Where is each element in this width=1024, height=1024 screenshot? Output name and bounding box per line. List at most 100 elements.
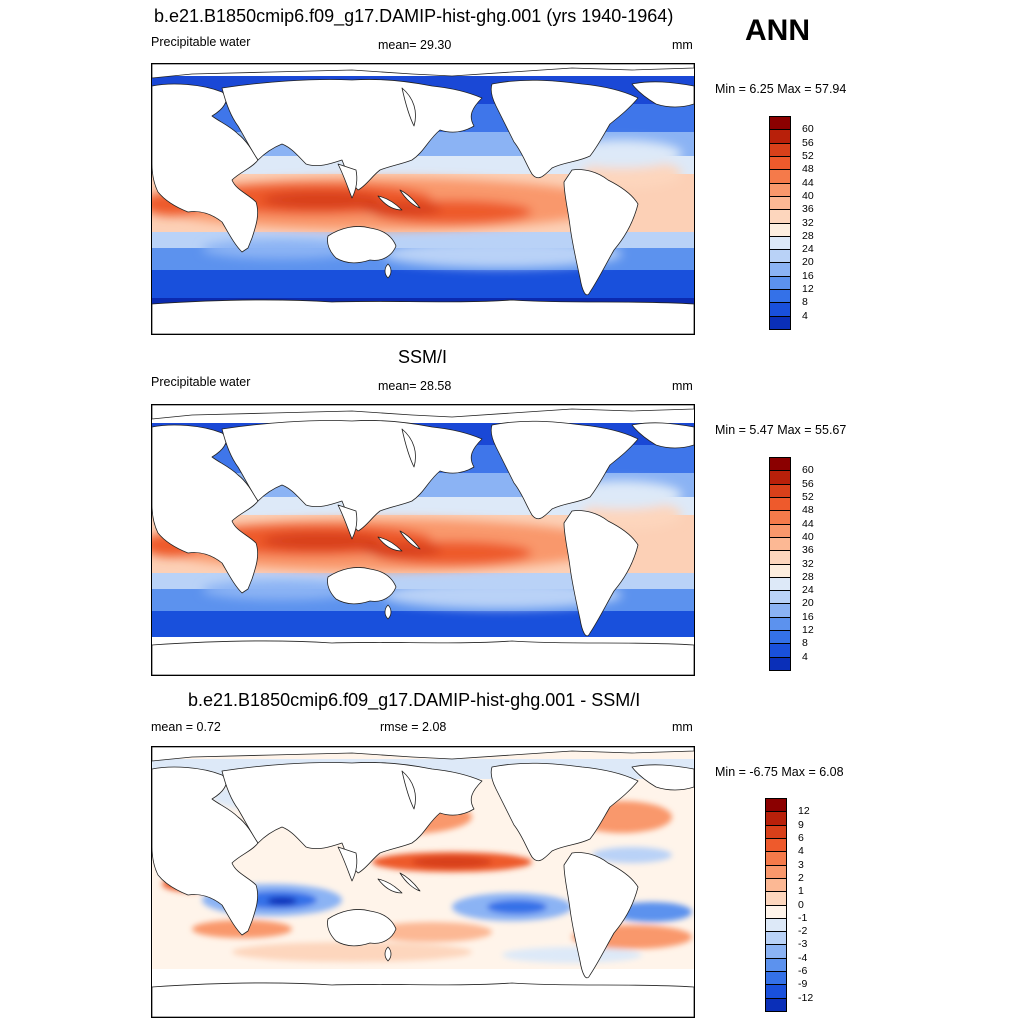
colorbar-model: 60 56 52 48 44 40 36 32 28 24 20 16 12 8 4 xyxy=(769,116,839,330)
colorbar-label: 44 xyxy=(802,176,814,189)
panel-diff-minmax: Min = -6.75 Max = 6.08 xyxy=(715,765,844,779)
colorbar-label: -3 xyxy=(798,938,808,951)
colorbar-swatch xyxy=(769,603,791,618)
panel-model-units: mm xyxy=(672,38,693,52)
colorbar-label: 56 xyxy=(802,136,814,149)
colorbar-swatch xyxy=(765,917,787,933)
map-panel-model xyxy=(151,63,695,335)
panel-obs-mean: mean= 28.58 xyxy=(378,379,452,393)
colorbar-label: 12 xyxy=(798,805,810,818)
panel-model-mean: mean= 29.30 xyxy=(378,38,452,52)
colorbar-label: 48 xyxy=(802,504,814,517)
panel-obs-minmax: Min = 5.47 Max = 55.67 xyxy=(715,423,847,437)
panel-model-title: b.e21.B1850cmip6.f09_g17.DAMIP-hist-ghg.… xyxy=(154,6,674,26)
colorbar-label: 1 xyxy=(798,885,804,898)
colorbar-swatch xyxy=(769,510,791,525)
colorbar-label: 40 xyxy=(802,189,814,202)
colorbar-swatch xyxy=(765,944,787,959)
colorbar-swatch xyxy=(765,798,787,813)
map-model-svg xyxy=(152,64,694,334)
colorbar-label: 52 xyxy=(802,149,814,162)
panel-obs-title: SSM/I xyxy=(398,347,448,367)
colorbar-label: 48 xyxy=(802,163,814,176)
colorbar-swatch xyxy=(765,837,787,853)
colorbar-label: 8 xyxy=(802,637,808,650)
colorbar-label: 4 xyxy=(798,845,804,858)
colorbar-label: 4 xyxy=(802,309,808,322)
colorbar-label: 4 xyxy=(802,650,808,663)
colorbar-swatch xyxy=(769,590,791,605)
colorbar-swatch xyxy=(769,116,791,131)
colorbar-swatch xyxy=(769,302,791,317)
colorbar-label: 6 xyxy=(798,831,804,844)
map-obs-svg xyxy=(152,405,694,675)
colorbar-swatch xyxy=(769,523,791,538)
panel-diff-rmse: rmse = 2.08 xyxy=(380,720,447,734)
colorbar-swatch xyxy=(769,643,791,658)
colorbar-swatch xyxy=(769,496,791,512)
colorbar-swatch xyxy=(769,249,791,264)
colorbar-label: 9 xyxy=(798,818,804,831)
colorbar-swatch xyxy=(769,235,791,251)
colorbar-swatch xyxy=(769,275,791,291)
colorbar-swatch xyxy=(765,877,787,893)
colorbar-label: 40 xyxy=(802,530,814,543)
map-panel-diff xyxy=(151,746,695,1018)
colorbar-label: 16 xyxy=(802,269,814,282)
colorbar-label: 24 xyxy=(802,584,814,597)
colorbar-swatch xyxy=(765,997,787,1012)
panel-diff-mean: mean = 0.72 xyxy=(151,720,221,734)
colorbar-label: 44 xyxy=(802,517,814,530)
colorbar-swatch xyxy=(769,576,791,592)
colorbar-swatch xyxy=(765,971,787,986)
colorbar-swatch xyxy=(765,957,787,973)
colorbar-label: 36 xyxy=(802,203,814,216)
colorbar-swatch xyxy=(769,550,791,565)
colorbar-swatch xyxy=(765,904,787,919)
colorbar-label: -12 xyxy=(798,991,814,1004)
colorbar-label: -4 xyxy=(798,951,808,964)
colorbar-swatch xyxy=(769,315,791,330)
colorbar-swatch xyxy=(769,457,791,472)
colorbar-label: 60 xyxy=(802,464,814,477)
panel-model-variable-label: Precipitable water xyxy=(151,35,251,49)
map-panel-obs xyxy=(151,404,695,676)
colorbar-label: 36 xyxy=(802,544,814,557)
colorbar-label: 60 xyxy=(802,123,814,136)
panel-obs-units: mm xyxy=(672,379,693,393)
colorbar-swatch xyxy=(765,931,787,946)
colorbar-label: 20 xyxy=(802,256,814,269)
colorbar-swatch xyxy=(769,262,791,277)
colorbar-label: 28 xyxy=(802,570,814,583)
colorbar-label: 0 xyxy=(798,898,804,911)
colorbar-swatch xyxy=(769,129,791,144)
colorbar-label: 12 xyxy=(802,283,814,296)
colorbar-label: 24 xyxy=(802,243,814,256)
colorbar-label: -2 xyxy=(798,925,808,938)
colorbar-label: -9 xyxy=(798,978,808,991)
colorbar-label: 2 xyxy=(798,871,804,884)
colorbar-label: 3 xyxy=(798,858,804,871)
colorbar-label: 28 xyxy=(802,229,814,242)
colorbar-swatch xyxy=(769,630,791,645)
colorbar-swatch xyxy=(769,222,791,237)
map-diff-svg xyxy=(152,747,694,1017)
colorbar-swatch xyxy=(769,182,791,197)
panel-obs-variable-label: Precipitable water xyxy=(151,375,251,389)
colorbar-label: 56 xyxy=(802,477,814,490)
colorbar-label: 32 xyxy=(802,216,814,229)
colorbar-diff: 12 9 6 4 3 2 1 0 -1 -2 -3 -4 -6 -9 -12 xyxy=(765,798,835,1012)
colorbar-swatch xyxy=(769,289,791,304)
season-label: ANN xyxy=(745,14,810,47)
colorbar-swatch xyxy=(769,616,791,632)
colorbar-swatch xyxy=(765,811,787,826)
colorbar-obs: 60 56 52 48 44 40 36 32 28 24 20 16 12 8 4 xyxy=(769,457,839,671)
colorbar-label: 8 xyxy=(802,296,808,309)
colorbar-swatch xyxy=(769,209,791,224)
colorbar-swatch xyxy=(769,155,791,171)
colorbar-label: 32 xyxy=(802,557,814,570)
colorbar-swatch xyxy=(769,169,791,184)
colorbar-swatch xyxy=(769,656,791,671)
colorbar-swatch xyxy=(769,536,791,552)
panel-diff-units: mm xyxy=(672,720,693,734)
